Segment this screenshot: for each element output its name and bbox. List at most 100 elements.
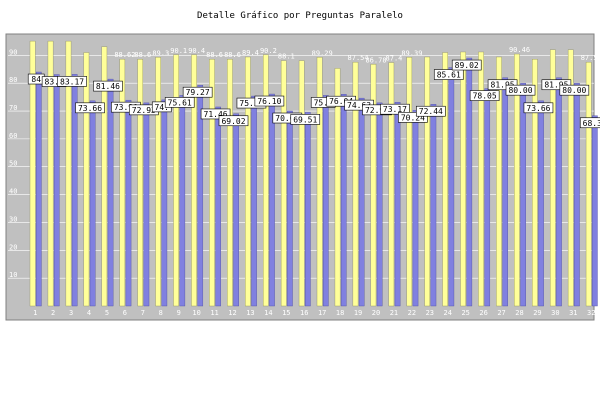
secondary-data-label: 89.29 — [312, 49, 333, 57]
data-label: 69.51 — [293, 115, 317, 124]
data-label: 79.27 — [186, 88, 210, 97]
x-tick-label: 5 — [105, 309, 109, 317]
bar-series-2 — [179, 95, 186, 307]
data-label-box — [416, 105, 446, 117]
data-label-box — [505, 84, 536, 96]
bar-series-1 — [227, 59, 233, 307]
secondary-data-label: 90.1 — [170, 47, 187, 55]
data-label: 69.02 — [221, 117, 245, 126]
bar-series-1 — [119, 58, 126, 307]
secondary-data-label: 88.6 — [134, 51, 151, 59]
bar-series-1 — [298, 60, 305, 307]
bar-series-2 — [520, 82, 526, 307]
bar-series-1 — [209, 59, 215, 307]
y-axis-ticks: 10 20 30 40 50 60 70 80 90 — [9, 48, 17, 279]
secondary-data-label: 90.46 — [509, 46, 530, 54]
bar-series-2 — [197, 85, 204, 307]
x-tick-label: 32 — [587, 309, 595, 317]
bar-series-2 — [502, 77, 508, 307]
data-label: 73.90 — [114, 103, 138, 112]
data-label: 76.10 — [257, 97, 281, 106]
x-tick-label: 21 — [390, 309, 398, 317]
bar-series-2 — [251, 95, 257, 307]
data-label: 80.00 — [562, 86, 586, 95]
bar-series-2 — [323, 95, 329, 307]
secondary-data-label: 88.62 — [114, 51, 135, 59]
x-tick-label: 7 — [141, 309, 145, 317]
x-tick-label: 31 — [569, 309, 577, 317]
x-tick-label: 22 — [408, 309, 416, 317]
data-label: 71.46 — [204, 110, 228, 119]
x-tick-label: 2 — [51, 309, 55, 317]
bar-series-1 — [83, 52, 90, 307]
secondary-data-label: 89.3 — [152, 49, 169, 57]
bar-series-1 — [47, 40, 54, 307]
data-labels: 84 83.183.17 73.66 81.46 88.62 73.90 88.6 72.93… — [27, 46, 600, 129]
data-label-box — [75, 102, 105, 114]
data-label: 78.05 — [473, 92, 497, 101]
bar-series-2 — [269, 93, 275, 307]
data-label: 73.17 — [383, 105, 407, 114]
bar-series-1 — [406, 57, 413, 307]
bars — [29, 40, 598, 307]
chart-title: Detalle Gráfico por Preguntas Paralelo — [197, 11, 403, 21]
bar-series-2 — [107, 78, 114, 307]
y-tick-label: 20 — [9, 243, 17, 251]
bar-series-2 — [376, 102, 383, 307]
x-tick-label: 20 — [372, 309, 380, 317]
x-tick-label: 10 — [192, 309, 200, 317]
bar-series-2 — [287, 110, 293, 307]
data-label: 75.37 — [239, 99, 263, 108]
bar-series-2 — [484, 88, 491, 307]
bar-series-2 — [125, 99, 132, 307]
bar-series-2 — [412, 110, 419, 307]
x-tick-label: 24 — [444, 309, 452, 317]
bar-series-1 — [388, 62, 395, 307]
bar-series-1 — [514, 53, 520, 307]
bar-series-1 — [442, 52, 448, 307]
data-label: 74. — [155, 103, 169, 112]
data-label-box — [218, 115, 249, 127]
secondary-data-label: 87.54 — [348, 54, 369, 62]
data-label: 85.61 — [437, 71, 461, 80]
bar-series-2 — [430, 104, 437, 307]
secondary-data-label: 87.4 — [386, 55, 403, 63]
data-label-box — [290, 114, 321, 125]
bar-series-1 — [101, 46, 108, 307]
data-label-box — [451, 59, 482, 71]
data-label: 80.00 — [508, 86, 532, 95]
x-tick-label: 14 — [264, 309, 272, 317]
bar-series-1 — [352, 61, 359, 307]
x-axis-ticks: 1 2 3 4 5 6 7 8 9 10 11 12 13 14 15 16 17 18 19 20 21 22 23 24 2… — [33, 309, 595, 317]
bar-series-1 — [496, 56, 502, 307]
data-label: 70.24 — [401, 113, 425, 122]
bar-series-2 — [340, 94, 347, 307]
data-label: 73.66 — [526, 104, 550, 113]
data-label: 76.04 — [329, 97, 353, 106]
x-tick-label: 3 — [69, 309, 73, 317]
x-tick-label: 19 — [354, 309, 362, 317]
bar-series-1 — [334, 68, 341, 307]
x-tick-label: 13 — [246, 309, 254, 317]
bar-series-2 — [36, 71, 42, 307]
x-tick-label: 28 — [515, 309, 523, 317]
secondary-data-label: 86.78 — [365, 56, 386, 64]
bar-series-1 — [567, 49, 574, 307]
bar-series-1 — [460, 51, 466, 307]
bar-series-1 — [245, 56, 251, 307]
bar-series-1 — [424, 56, 431, 307]
data-label-box — [487, 79, 518, 91]
bar-series-1 — [65, 40, 72, 307]
bar-series-2 — [538, 100, 544, 307]
data-label-box — [254, 95, 285, 107]
x-tick-label: 27 — [497, 309, 505, 317]
bar-series-2 — [358, 97, 365, 307]
x-tick-label: 4 — [87, 309, 91, 317]
data-label: 74.63 — [347, 101, 371, 110]
bar-series-1 — [191, 54, 197, 307]
bar-series-2 — [143, 102, 150, 307]
y-tick-label: 10 — [9, 271, 17, 279]
x-tick-label: 25 — [461, 309, 469, 317]
